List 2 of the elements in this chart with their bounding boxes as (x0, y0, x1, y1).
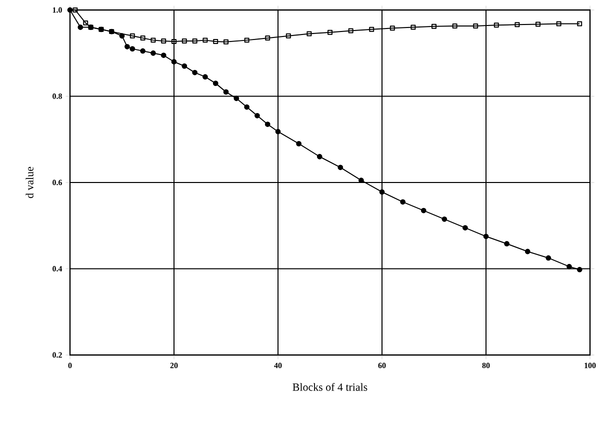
x-axis-title: Blocks of 4 trials (292, 382, 368, 391)
y-axis-title: d value (26, 166, 34, 198)
